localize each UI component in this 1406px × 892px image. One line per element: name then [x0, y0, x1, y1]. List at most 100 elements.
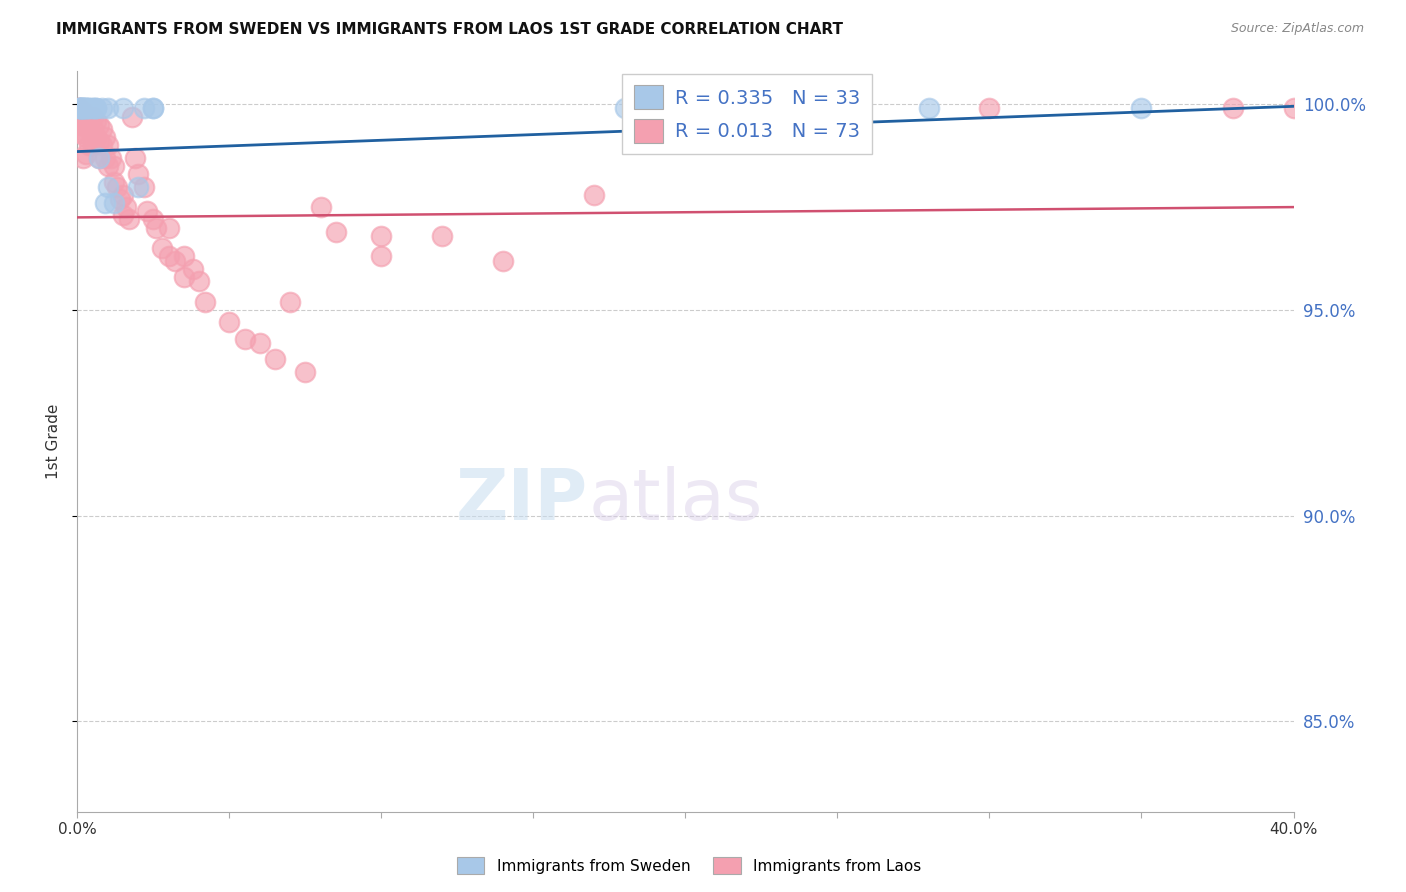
Point — [75, 101, 97, 115]
Point — [69, 126, 91, 140]
Point — [111, 187, 134, 202]
Point — [103, 175, 125, 189]
Point — [127, 179, 149, 194]
Point — [84, 101, 107, 115]
Point — [121, 110, 143, 124]
Point — [264, 352, 287, 367]
Point — [72, 105, 94, 120]
Point — [82, 101, 104, 115]
Point — [69, 118, 91, 132]
Point — [87, 151, 110, 165]
Point — [75, 110, 97, 124]
Point — [827, 101, 849, 115]
Point — [100, 151, 122, 165]
Point — [145, 220, 167, 235]
Point — [79, 101, 101, 115]
Point — [111, 101, 134, 115]
Point — [1130, 101, 1153, 115]
Point — [181, 261, 204, 276]
Point — [613, 101, 636, 115]
Point — [84, 130, 107, 145]
Point — [72, 101, 94, 115]
Point — [67, 101, 90, 115]
Y-axis label: 1st Grade: 1st Grade — [45, 404, 60, 479]
Point — [134, 179, 156, 194]
Point — [79, 101, 101, 115]
Point — [79, 138, 101, 153]
Point — [142, 212, 165, 227]
Point — [70, 110, 93, 124]
Point — [87, 134, 110, 148]
Point — [105, 179, 128, 194]
Point — [82, 110, 104, 124]
Point — [82, 122, 104, 136]
Text: atlas: atlas — [588, 467, 762, 535]
Point — [134, 101, 156, 115]
Point — [69, 101, 91, 115]
Point — [69, 101, 91, 115]
Point — [152, 241, 174, 255]
Point — [278, 294, 301, 309]
Point — [173, 249, 195, 263]
Point — [142, 101, 165, 115]
Point — [294, 365, 316, 379]
Point — [67, 101, 90, 115]
Point — [118, 212, 141, 227]
Point — [75, 146, 97, 161]
Point — [194, 294, 217, 309]
Point — [97, 138, 120, 153]
Point — [75, 101, 97, 115]
Point — [97, 179, 120, 194]
Point — [84, 113, 107, 128]
Point — [583, 187, 606, 202]
Point — [370, 228, 392, 243]
Legend: R = 0.335   N = 33, R = 0.013   N = 73: R = 0.335 N = 33, R = 0.013 N = 73 — [623, 74, 872, 154]
Point — [69, 101, 91, 115]
Point — [79, 110, 101, 124]
Point — [97, 101, 120, 115]
Point — [136, 204, 159, 219]
Point — [1282, 101, 1305, 115]
Point — [93, 151, 115, 165]
Point — [979, 101, 1001, 115]
Point — [918, 101, 941, 115]
Point — [127, 167, 149, 181]
Point — [309, 200, 332, 214]
Point — [233, 332, 256, 346]
Point — [93, 196, 115, 211]
Point — [79, 122, 101, 136]
Text: IMMIGRANTS FROM SWEDEN VS IMMIGRANTS FROM LAOS 1ST GRADE CORRELATION CHART: IMMIGRANTS FROM SWEDEN VS IMMIGRANTS FRO… — [56, 22, 844, 37]
Point — [370, 249, 392, 263]
Point — [163, 253, 186, 268]
Point — [218, 315, 240, 329]
Point — [103, 196, 125, 211]
Point — [142, 101, 165, 115]
Point — [72, 101, 94, 115]
Point — [157, 249, 180, 263]
Point — [90, 101, 112, 115]
Point — [157, 220, 180, 235]
Point — [84, 101, 107, 115]
Point — [87, 118, 110, 132]
Point — [173, 270, 195, 285]
Point — [93, 130, 115, 145]
Point — [82, 101, 104, 115]
Point — [124, 151, 146, 165]
Point — [69, 105, 91, 120]
Point — [70, 101, 93, 115]
Point — [115, 200, 138, 214]
Point — [82, 138, 104, 153]
Point — [103, 159, 125, 173]
Point — [72, 101, 94, 115]
Point — [72, 101, 94, 115]
Point — [675, 101, 697, 115]
Point — [90, 138, 112, 153]
Point — [69, 101, 91, 115]
Point — [75, 101, 97, 115]
Point — [188, 274, 211, 288]
Point — [75, 130, 97, 145]
Point — [97, 159, 120, 173]
Point — [72, 151, 94, 165]
Legend: Immigrants from Sweden, Immigrants from Laos: Immigrants from Sweden, Immigrants from … — [451, 851, 927, 880]
Point — [108, 192, 131, 206]
